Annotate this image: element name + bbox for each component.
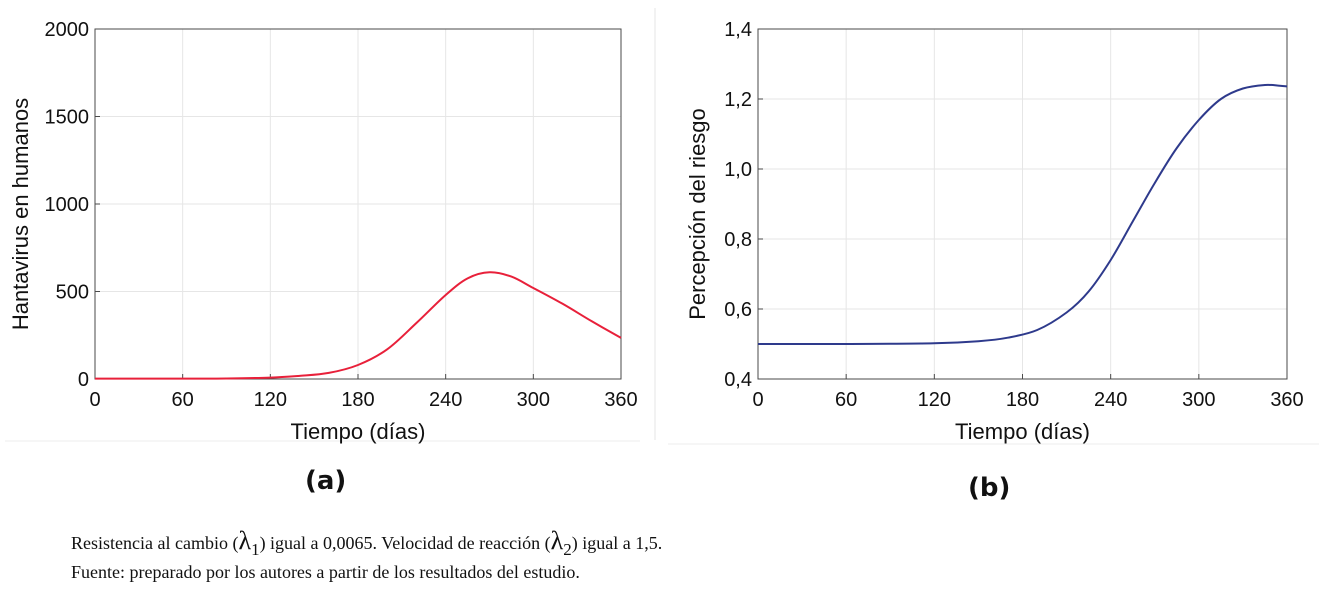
y-tick-label-a-1: 500 — [56, 282, 89, 304]
x-tick-label-a-1: 60 — [172, 389, 194, 411]
x-axis-label-b: Tiempo (días) — [955, 419, 1090, 444]
x-axis-label-a: Tiempo (días) — [291, 419, 426, 444]
caption-line-2: Fuente: preparado por los autores a part… — [71, 562, 580, 582]
x-tick-label-b-0: 0 — [752, 389, 763, 411]
lambda-1-symbol: λ1 — [238, 526, 259, 559]
lambda-2-subscript: 2 — [563, 540, 572, 560]
y-axis-label-a: Hantavirus en humanos — [8, 98, 33, 330]
series-line-b-0 — [757, 83, 1288, 346]
x-tick-label-a-2: 120 — [254, 389, 287, 411]
panel-label-a: (a) — [305, 466, 347, 496]
series-line-a-0 — [94, 271, 622, 380]
chart-b: 0 60 120 180 240 300 360 0,4 0,6 0,8 1,0 1,2 1,4 Tiem… — [685, 19, 1304, 444]
y-tick-label-b-3: 1,0 — [724, 159, 752, 181]
charts-area: 0 60 120 180 240 300 360 0 500 1000 1500 2000 Tiempo… — [5, 8, 1319, 445]
x-tick-label-a-3: 180 — [341, 389, 374, 411]
x-tick-label-b-4: 240 — [1094, 389, 1127, 411]
y-tick-label-b-2: 0,8 — [724, 229, 752, 251]
x-tick-label-a-4: 240 — [429, 389, 462, 411]
lambda-2-letter: λ — [550, 526, 564, 555]
x-tick-label-b-5: 300 — [1182, 389, 1215, 411]
y-tick-label-b-5: 1,4 — [724, 19, 752, 41]
x-tick-label-b-3: 180 — [1006, 389, 1039, 411]
y-tick-label-b-0: 0,4 — [724, 369, 752, 391]
x-tick-label-a-6: 360 — [604, 389, 637, 411]
y-tick-label-b-1: 0,6 — [724, 299, 752, 321]
lambda-1-subscript: 1 — [251, 540, 260, 560]
y-tick-label-a-0: 0 — [78, 369, 89, 391]
chart-a: 0 60 120 180 240 300 360 0 500 1000 1500 2000 Tiempo… — [8, 19, 638, 444]
y-tick-label-a-3: 1500 — [45, 107, 90, 129]
caption-line-1: Resistencia al cambio (λ1) igual a 0,006… — [71, 528, 663, 559]
lambda-2-symbol: λ2 — [550, 526, 572, 559]
x-tick-label-b-6: 360 — [1270, 389, 1303, 411]
y-tick-label-b-4: 1,2 — [724, 89, 752, 111]
lambda-1-letter: λ — [238, 526, 252, 555]
y-axis-label-b: Percepción del riesgo — [685, 108, 710, 320]
caption-text-2: ) igual a 0,0065. Velocidad de reacción … — [259, 533, 551, 553]
x-tick-label-b-2: 120 — [918, 389, 951, 411]
y-tick-label-a-4: 2000 — [45, 19, 90, 41]
y-tick-label-a-2: 1000 — [45, 194, 90, 216]
panel-label-b: (b) — [968, 473, 1011, 503]
caption-text-3: ) igual a 1,5. — [571, 533, 663, 553]
caption-text-1: Resistencia al cambio ( — [71, 533, 239, 553]
x-tick-label-b-1: 60 — [835, 389, 857, 411]
x-tick-label-a-0: 0 — [89, 389, 100, 411]
x-tick-label-a-5: 300 — [517, 389, 550, 411]
